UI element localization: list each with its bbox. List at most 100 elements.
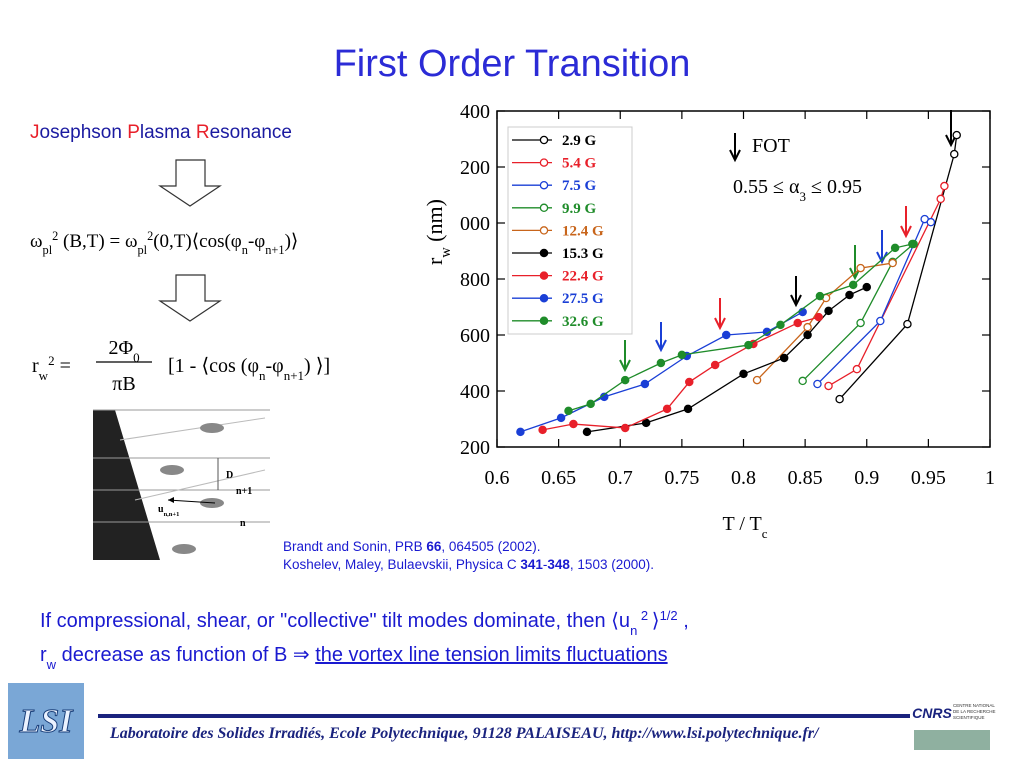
equation: πB xyxy=(112,373,135,395)
text-run: 2 xyxy=(147,229,153,243)
data-point xyxy=(721,330,731,340)
pancake-vortex xyxy=(160,465,184,475)
text-run: n xyxy=(242,243,248,257)
data-point xyxy=(685,377,694,387)
data-point xyxy=(564,406,573,416)
y-tick-label: 200 xyxy=(460,157,490,179)
data-point xyxy=(926,217,936,227)
cnrs-banner xyxy=(914,730,990,750)
text-run: n,n+1 xyxy=(164,511,180,518)
text-run: ) ⟩] xyxy=(304,355,330,377)
text-run: , xyxy=(678,610,689,632)
y-tick-label: 200 xyxy=(460,437,490,459)
text-run: FOT xyxy=(752,135,790,157)
x-tick-label: 0.7 xyxy=(608,467,633,489)
data-point xyxy=(852,364,862,374)
displacement-arrow xyxy=(167,499,216,504)
data-point xyxy=(848,280,858,290)
data-point xyxy=(940,181,949,191)
legend-swatch-marker xyxy=(539,248,549,258)
y-axis-label: rw (nm) xyxy=(422,199,454,265)
equation: 2Φ0 xyxy=(108,337,139,365)
x-tick-label: 0.75 xyxy=(664,467,699,489)
data-point xyxy=(582,427,592,437)
text-run: Brandt and Sonin, PRB xyxy=(283,539,426,554)
cnrs-caption: DE LA RECHERCHE xyxy=(953,709,996,714)
equation: [1 - ⟨cos (φn-φn+1) ⟩] xyxy=(168,355,330,383)
text-run: (0,T)⟨cos(φ xyxy=(153,231,242,252)
text-run: r xyxy=(32,355,39,377)
x-tick-label: 0.9 xyxy=(854,467,879,489)
fot-arrow xyxy=(790,276,802,308)
data-point xyxy=(641,418,651,428)
lsi-logo-text: LSI xyxy=(19,703,75,740)
text-run: osephson xyxy=(40,122,128,143)
data-point xyxy=(903,319,912,329)
text-run: ω xyxy=(30,231,43,252)
data-point xyxy=(876,316,885,326)
text-run: n xyxy=(259,368,266,383)
conclusion-line: rw decrease as function of B ⇒ the vorte… xyxy=(40,644,668,672)
data-point xyxy=(793,318,802,328)
fot-arrow xyxy=(619,340,631,373)
vortex-diagram xyxy=(93,409,270,560)
text-run: n+1 xyxy=(236,486,252,497)
data-point xyxy=(677,350,687,360)
data-point xyxy=(683,404,693,414)
data-point xyxy=(845,290,854,300)
text-run: n+1 xyxy=(265,243,284,257)
legend-swatch-marker xyxy=(539,293,549,303)
data-point xyxy=(862,282,872,292)
down-arrow xyxy=(158,159,222,207)
text-run: ⟩ xyxy=(652,610,660,632)
data-point xyxy=(856,263,865,273)
data-point xyxy=(803,330,812,340)
fot-arrow xyxy=(900,206,912,239)
y-tick-label: 600 xyxy=(460,325,490,347)
text-run: pl xyxy=(43,243,53,257)
text-run: the vortex line tension limits fluctuati… xyxy=(315,644,667,666)
text-run: 66 xyxy=(426,539,442,554)
data-point xyxy=(798,376,807,386)
pancake-vortex xyxy=(172,544,196,554)
fot-arrow xyxy=(714,298,726,331)
text-run: 1/2 xyxy=(660,608,678,623)
text-run: c xyxy=(762,526,768,541)
legend-label: 7.5 G xyxy=(562,178,597,194)
legend-label: 12.4 G xyxy=(562,223,604,239)
text-run: - xyxy=(543,557,548,572)
arrow-head xyxy=(168,497,174,503)
text-run: -φ xyxy=(248,231,265,252)
equation: rw2 = xyxy=(32,353,71,383)
text-run: ≤ 0.95 xyxy=(806,176,862,198)
reference: Brandt and Sonin, PRB 66, 064505 (2002). xyxy=(283,539,540,554)
text-run: 0.55 ≤ α xyxy=(733,176,800,198)
text-run: T / T xyxy=(722,513,761,535)
legend-label: 9.9 G xyxy=(562,201,597,217)
data-point xyxy=(890,243,900,253)
lsi-logo xyxy=(8,683,84,759)
data-point xyxy=(739,369,748,379)
data-point xyxy=(662,404,672,414)
x-tick-label: 1 xyxy=(985,467,995,489)
data-point xyxy=(538,425,547,435)
text-run: decrease as function of B ⇒ xyxy=(56,644,315,666)
text-run: w xyxy=(438,247,454,258)
pancake-vortex xyxy=(200,423,224,433)
data-point xyxy=(556,413,566,423)
text-run: 2 xyxy=(637,608,651,623)
footer-text: Laboratoire des Solides Irradiés, Ecole … xyxy=(109,725,820,742)
data-point xyxy=(950,149,959,159)
text-run: lasma xyxy=(140,122,196,143)
legend-label: 27.5 G xyxy=(562,291,604,307)
text-run: w xyxy=(46,657,57,672)
legend-swatch-marker xyxy=(539,135,549,145)
legend-swatch-marker xyxy=(539,271,549,280)
data-point xyxy=(815,291,825,301)
x-tick-label: 0.95 xyxy=(911,467,946,489)
fot-arrow xyxy=(729,133,741,163)
text-run: 2 xyxy=(48,353,55,368)
text-run: 3 xyxy=(799,189,806,204)
x-tick-label: 0.65 xyxy=(541,467,576,489)
